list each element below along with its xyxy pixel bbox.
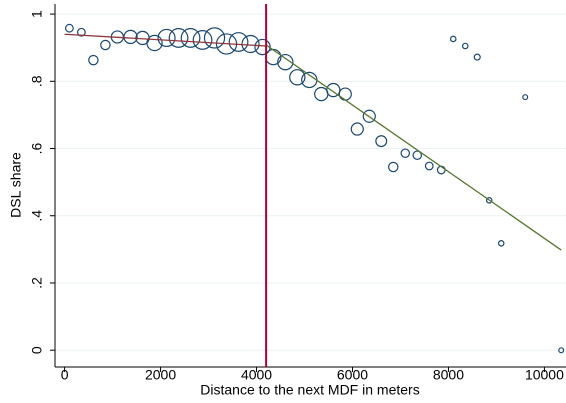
bubble — [473, 53, 481, 61]
y-tick-label: .2 — [29, 277, 45, 289]
bubble — [485, 197, 493, 204]
bubble — [100, 39, 111, 51]
x-tick-label: 10000 — [525, 367, 564, 383]
x-tick-label: 8000 — [433, 367, 464, 383]
bubble — [64, 23, 74, 33]
x-tick-label: 6000 — [337, 367, 368, 383]
bubble — [326, 82, 341, 98]
bubble — [461, 42, 469, 50]
bubble — [146, 34, 163, 52]
bubble — [388, 161, 399, 173]
bubble — [192, 30, 213, 50]
bubble — [424, 161, 434, 171]
bubble — [157, 28, 176, 48]
y-axis-title: DSL share — [8, 152, 24, 218]
bubble — [88, 54, 99, 66]
y-tick-label: .8 — [29, 75, 45, 87]
x-tick-label: 0 — [61, 367, 69, 383]
bubble — [412, 150, 423, 161]
bubble — [289, 69, 306, 86]
fit-line — [265, 44, 562, 251]
bubble — [168, 28, 189, 48]
x-axis-title: Distance to the next MDF in meters — [200, 382, 419, 398]
bubble — [76, 27, 86, 37]
bubble — [180, 28, 201, 48]
bubble — [277, 53, 294, 71]
x-tick-label: 4000 — [241, 367, 272, 383]
bubble — [558, 347, 565, 354]
y-tick-label: 0 — [29, 346, 45, 354]
bubble — [362, 109, 376, 123]
bubble — [203, 27, 226, 49]
bubble — [228, 32, 249, 52]
bubble — [400, 148, 411, 158]
y-tick-label: 1 — [29, 10, 45, 18]
y-tick-label: .6 — [29, 142, 45, 154]
bubble — [449, 35, 457, 43]
bubble — [497, 240, 505, 247]
bubble — [375, 135, 388, 148]
y-tick-label: .4 — [29, 210, 45, 222]
bubble — [522, 94, 529, 101]
bubble — [350, 122, 364, 136]
fit-line — [64, 33, 267, 47]
x-tick-label: 2000 — [145, 367, 176, 383]
bubble — [123, 29, 138, 45]
